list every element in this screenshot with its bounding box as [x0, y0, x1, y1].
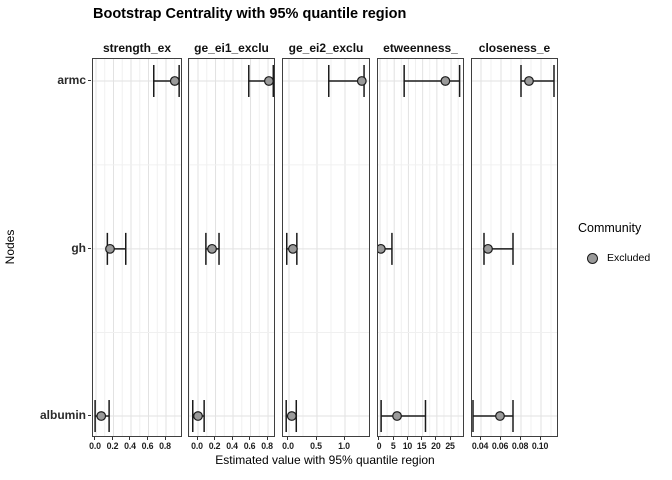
x-tick-mark — [164, 437, 166, 440]
x-tick-label: 0.0 — [191, 441, 203, 451]
x-tick-label: 0.4 — [226, 441, 238, 451]
x-tick-mark — [196, 437, 198, 440]
y-tick-mark — [88, 79, 91, 81]
facet-panel — [92, 58, 182, 437]
x-tick-mark — [378, 437, 380, 440]
x-tick-label: 0.06 — [491, 441, 509, 451]
x-tick-mark — [147, 437, 148, 440]
data-point — [483, 243, 493, 254]
facet-plot-svg — [189, 59, 274, 436]
data-point — [286, 411, 297, 421]
facet-strip-label: etweenness_ — [383, 41, 458, 55]
legend-item-label: Excluded — [607, 252, 651, 264]
x-tick-label: 0.5 — [310, 441, 322, 451]
data-point — [207, 243, 217, 254]
x-tick-mark — [435, 437, 437, 440]
x-tick-label: 0.6 — [243, 441, 256, 451]
x-tick-mark — [129, 437, 131, 440]
x-axis-title: Estimated value with 95% quantile region — [215, 453, 435, 467]
x-tick-mark — [449, 437, 451, 440]
x-tick-label: 0.8 — [159, 441, 171, 451]
facet-plot-svg — [378, 59, 463, 436]
x-tick-label: 0.10 — [531, 441, 549, 451]
facet-panel — [188, 58, 275, 437]
data-point — [193, 411, 203, 421]
facet-strip-label: ge_ei1_exclu — [194, 41, 269, 55]
facet-panel — [377, 58, 464, 437]
x-tick-mark — [499, 437, 501, 440]
facet-plot-svg — [283, 59, 369, 436]
x-tick-mark — [287, 437, 289, 440]
x-tick-label: 15 — [416, 441, 427, 451]
facet-strip-label: ge_ei2_exclu — [288, 41, 364, 55]
data-point — [96, 411, 107, 421]
facet-strip-label: closeness_e — [478, 41, 551, 55]
x-tick-mark — [94, 437, 96, 440]
x-tick-mark — [231, 437, 233, 440]
facet-plot-svg — [472, 59, 557, 436]
data-point — [356, 76, 367, 86]
x-tick-mark — [406, 437, 408, 440]
x-tick-label: 1.0 — [338, 441, 350, 451]
data-point — [392, 411, 402, 421]
x-tick-label: 25 — [445, 441, 455, 451]
y-tick-label: armc — [57, 72, 86, 87]
data-point — [169, 76, 180, 86]
x-tick-label: 0.0 — [282, 441, 294, 451]
y-tick-mark — [88, 247, 91, 249]
y-tick-mark — [88, 415, 91, 417]
facet-strip-label: strength_ex — [102, 41, 172, 55]
x-tick-label: 20 — [431, 441, 441, 451]
x-tick-label: 0.04 — [471, 441, 489, 451]
facet-plot-svg — [93, 59, 181, 436]
data-point — [524, 76, 534, 86]
x-tick-mark — [315, 437, 317, 440]
x-tick-mark — [519, 437, 521, 440]
x-tick-mark — [249, 437, 251, 440]
x-tick-mark — [392, 437, 394, 440]
facet-panel — [282, 58, 370, 437]
x-tick-label: 0.8 — [261, 441, 273, 451]
x-tick-mark — [421, 437, 423, 440]
x-tick-mark — [111, 437, 113, 440]
x-tick-mark — [479, 437, 481, 440]
legend-item-excluded: Excluded — [587, 252, 650, 264]
y-tick-label: gh — [71, 240, 86, 255]
excluded-point-icon — [587, 252, 598, 264]
x-tick-mark — [539, 437, 541, 440]
data-point — [440, 76, 451, 86]
x-tick-label: 10 — [402, 441, 413, 451]
x-tick-label: 0.08 — [511, 441, 529, 451]
x-tick-label: 0.0 — [89, 441, 101, 451]
data-point — [264, 76, 274, 86]
data-point — [495, 411, 505, 421]
x-tick-label: 5 — [390, 441, 396, 451]
x-tick-mark — [343, 437, 345, 440]
facet-panel — [471, 58, 558, 437]
data-point — [378, 243, 386, 254]
x-tick-label: 0.6 — [141, 441, 154, 451]
legend-title: Community — [578, 221, 642, 235]
data-point — [105, 243, 115, 254]
plot-title: Bootstrap Centrality with 95% quantile r… — [93, 6, 407, 22]
x-tick-label: 0.4 — [124, 441, 136, 451]
x-tick-mark — [266, 437, 268, 440]
x-tick-label: 0.2 — [208, 441, 221, 451]
data-point — [288, 243, 298, 254]
x-tick-label: 0 — [376, 441, 382, 451]
x-tick-label: 0.2 — [106, 441, 119, 451]
y-tick-label: albumin — [39, 408, 86, 423]
x-tick-mark — [214, 437, 216, 440]
